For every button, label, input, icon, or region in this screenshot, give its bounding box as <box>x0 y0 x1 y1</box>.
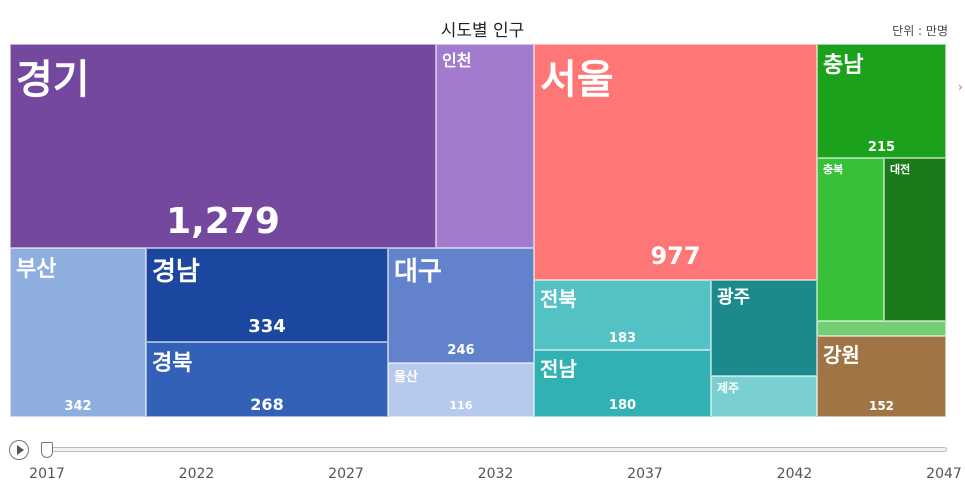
tile-label: 제주 <box>717 381 740 395</box>
chart-title: 시도별 인구 <box>440 21 525 41</box>
tile-label: 울산 <box>394 370 418 385</box>
treemap-tile[interactable]: 광주 <box>711 280 817 376</box>
tile-value: 334 <box>248 316 286 337</box>
timeline-tick-label: 2047 <box>926 466 962 482</box>
timeline-tick-label: 2037 <box>627 466 663 482</box>
tile-label: 경기 <box>16 57 90 103</box>
tile-label: 강원 <box>823 343 860 367</box>
tile-label: 부산 <box>16 257 57 282</box>
treemap-tile[interactable]: 대구 246 <box>388 248 534 363</box>
tile-label: 광주 <box>717 287 751 308</box>
unit-label: 단위 : 만명 <box>892 24 948 38</box>
treemap-tile[interactable]: 강원 152 <box>817 336 946 417</box>
tile-value: 183 <box>608 331 637 346</box>
timeline-tick-label: 2042 <box>776 466 813 482</box>
tile-label: 전북 <box>540 287 577 311</box>
tile-value: 246 <box>447 343 475 358</box>
treemap-tile[interactable]: 충남 215 <box>817 44 946 158</box>
tile-label: 경북 <box>152 351 193 376</box>
tile-value: 180 <box>608 398 637 413</box>
timeline-tick-label: 2032 <box>477 466 514 482</box>
treemap-tile[interactable]: 제주 <box>711 376 817 417</box>
treemap-tile[interactable]: 경남 334 <box>146 248 388 342</box>
arrow-marker-icon: › <box>958 80 963 94</box>
tile-label: 전남 <box>540 357 577 381</box>
tile-label: 인천 <box>442 51 472 70</box>
tile-label: 경남 <box>152 257 200 287</box>
treemap-tile[interactable]: 부산 342 <box>10 248 146 417</box>
tile-label: 충북 <box>823 163 844 176</box>
treemap-tile[interactable]: 경기 1,279 <box>10 44 436 248</box>
treemap-tile[interactable]: 경북 268 <box>146 342 388 417</box>
tile-label: 대구 <box>394 257 442 287</box>
treemap-tile[interactable] <box>817 321 946 336</box>
treemap-tile[interactable]: 대전 <box>884 158 946 321</box>
timeline-tick-label: 2027 <box>328 466 364 482</box>
tile-label: 서울 <box>540 57 614 103</box>
slider-track[interactable] <box>47 447 947 452</box>
treemap-tile[interactable]: 서울 977 <box>534 44 817 280</box>
treemap-tile[interactable]: 전남 180 <box>534 350 711 417</box>
timeline-tick-label: 2022 <box>178 466 215 482</box>
tile-value: 268 <box>250 395 284 414</box>
treemap-tile[interactable]: 울산 116 <box>388 363 534 417</box>
tile-value: 1,279 <box>166 201 280 242</box>
tile-value: 977 <box>650 242 701 270</box>
year-slider[interactable]: 2017 2022 2027 2032 2037 2042 2047 <box>0 436 965 498</box>
tile-label: 충남 <box>823 53 864 78</box>
tile-value: 342 <box>64 399 92 414</box>
tile-value: 152 <box>868 399 895 413</box>
timeline-tick-label: 2017 <box>29 466 65 482</box>
treemap-tile[interactable]: 충북 <box>817 158 884 321</box>
tile-label: 대전 <box>890 163 911 176</box>
slider-handle[interactable] <box>41 442 53 458</box>
tile-value: 116 <box>449 399 473 412</box>
tile-value: 215 <box>867 140 896 155</box>
play-icon[interactable] <box>9 440 29 460</box>
treemap-tile[interactable]: 전북 183 <box>534 280 711 350</box>
treemap-tile[interactable]: 인천 <box>436 44 534 248</box>
